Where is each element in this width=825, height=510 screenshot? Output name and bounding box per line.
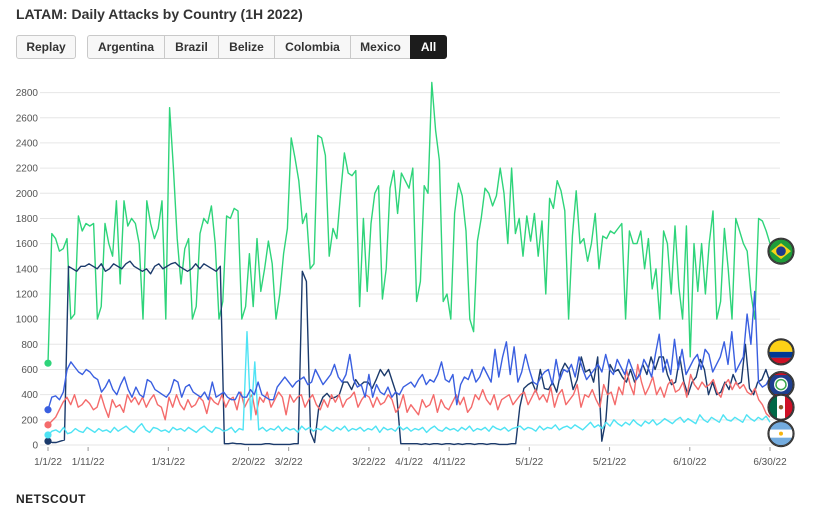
- y-tick-label: 0: [32, 441, 38, 452]
- y-tick-label: 200: [21, 415, 38, 426]
- x-tick-label: 6/10/22: [673, 457, 707, 468]
- filter-belize-button[interactable]: Belize: [218, 35, 275, 59]
- x-tick-label: 6/30/22: [753, 457, 787, 468]
- start-dot-mexico: [44, 421, 52, 429]
- replay-button[interactable]: Replay: [16, 35, 76, 59]
- start-dot-brazil: [44, 359, 52, 367]
- y-tick-label: 2200: [16, 164, 39, 175]
- chart-plot-area: 0 200 400 600 800 1000 1200 1400 1600 1800 2000 220…: [16, 81, 795, 468]
- chart-title: LATAM: Daily Attacks by Country (1H 2022…: [16, 6, 303, 22]
- y-tick-label: 2600: [16, 113, 39, 124]
- start-dot-argentina: [44, 431, 52, 439]
- y-tick-label: 2800: [16, 88, 39, 99]
- y-tick-label: 1800: [16, 214, 39, 225]
- filter-mexico-button[interactable]: Mexico: [350, 35, 411, 59]
- flag-argentina-icon: [767, 420, 795, 448]
- x-tick-label: 4/1/22: [395, 457, 423, 468]
- start-dot-colombia: [44, 437, 52, 445]
- y-tick-label: 1600: [16, 239, 39, 250]
- x-tick-label: 5/21/22: [593, 457, 627, 468]
- x-tick-label: 3/22/22: [352, 457, 386, 468]
- series-line-argentina: [47, 330, 771, 436]
- flag-mexico-icon: [767, 393, 795, 421]
- y-tick-label: 600: [21, 365, 38, 376]
- country-flags: [767, 237, 795, 448]
- x-tick-label: 1/1/22: [34, 457, 62, 468]
- x-tick-label: 5/1/22: [515, 457, 543, 468]
- netscout-logo: NETSCOUT: [16, 492, 86, 506]
- series-lines: [47, 81, 771, 446]
- x-tick-label: 3/2/22: [275, 457, 303, 468]
- grid: [40, 92, 780, 446]
- filter-argentina-button[interactable]: Argentina: [87, 35, 165, 59]
- series-line-brazil: [47, 81, 771, 364]
- x-tick-label: 2/20/22: [232, 457, 266, 468]
- y-axis: 0 200 400 600 800 1000 1200 1400 1600 1800 2000 220…: [16, 88, 39, 451]
- y-tick-label: 2400: [16, 138, 39, 149]
- series-line-mexico: [47, 363, 771, 426]
- x-tick-label: 1/31/22: [152, 457, 186, 468]
- filter-brazil-button[interactable]: Brazil: [164, 35, 219, 59]
- x-axis: 1/1/22 1/11/22 1/31/22 2/20/22 3/2/22 3/22/22…: [34, 447, 787, 468]
- x-tick-label: 1/11/22: [72, 457, 105, 468]
- filter-all-button[interactable]: All: [410, 35, 447, 59]
- start-dot-belize: [44, 406, 52, 414]
- x-tick-label: 4/11/22: [433, 457, 466, 468]
- y-tick-label: 2000: [16, 189, 39, 200]
- y-tick-label: 800: [21, 340, 38, 351]
- y-tick-label: 1200: [16, 289, 39, 300]
- flag-colombia-icon: [767, 338, 795, 366]
- series-line-colombia: [47, 260, 771, 446]
- filter-colombia-button[interactable]: Colombia: [274, 35, 351, 59]
- y-tick-label: 1000: [16, 315, 39, 326]
- flag-brazil-icon: [767, 237, 795, 265]
- series-start-dots: [44, 359, 52, 445]
- series-line-belize: [47, 290, 771, 411]
- y-tick-label: 400: [21, 390, 38, 401]
- y-tick-label: 1400: [16, 264, 39, 275]
